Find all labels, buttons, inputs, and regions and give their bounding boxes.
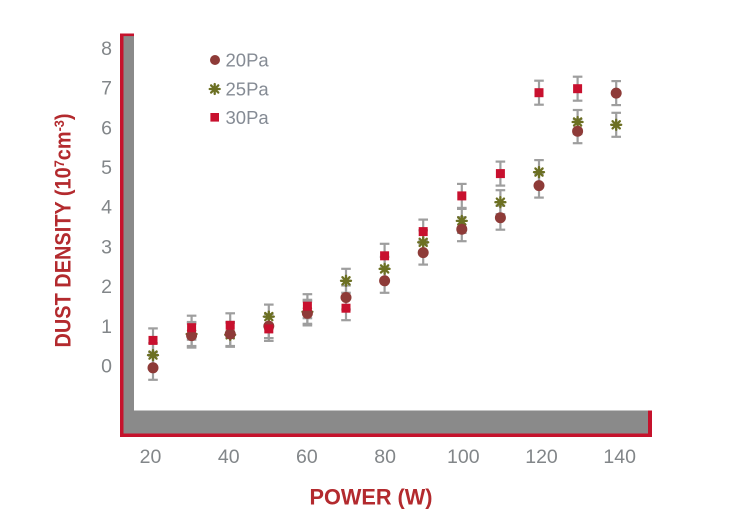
svg-text:100: 100: [447, 446, 480, 468]
svg-text:120: 120: [525, 446, 558, 468]
svg-text:60: 60: [296, 446, 318, 468]
svg-text:POWER (W): POWER (W): [310, 485, 433, 510]
svg-text:1: 1: [101, 316, 112, 338]
svg-text:5: 5: [101, 157, 112, 179]
svg-text:140: 140: [603, 446, 636, 468]
svg-text:25Pa: 25Pa: [226, 79, 270, 100]
svg-text:6: 6: [101, 117, 112, 139]
svg-text:30Pa: 30Pa: [226, 107, 270, 128]
svg-text:4: 4: [101, 197, 112, 219]
svg-text:8: 8: [101, 38, 112, 60]
svg-text:2: 2: [101, 276, 112, 298]
svg-text:3: 3: [101, 236, 112, 258]
svg-text:0: 0: [101, 356, 112, 378]
svg-text:20Pa: 20Pa: [226, 50, 270, 71]
svg-text:40: 40: [218, 446, 240, 468]
svg-text:7: 7: [101, 78, 112, 100]
svg-text:80: 80: [374, 446, 396, 468]
svg-text:20: 20: [140, 446, 162, 468]
svg-text:DUST DENSITY (107cm-3): DUST DENSITY (107cm-3): [51, 114, 76, 348]
